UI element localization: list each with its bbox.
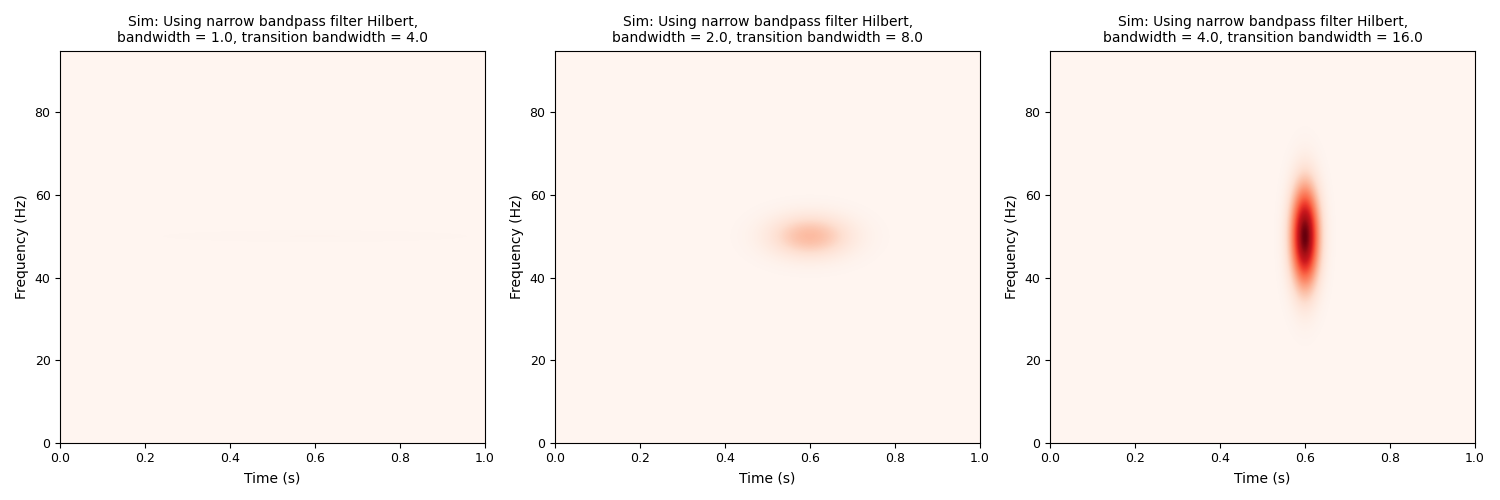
Title: Sim: Using narrow bandpass filter Hilbert,
bandwidth = 2.0, transition bandwidth: Sim: Using narrow bandpass filter Hilber… <box>612 15 922 45</box>
Title: Sim: Using narrow bandpass filter Hilbert,
bandwidth = 1.0, transition bandwidth: Sim: Using narrow bandpass filter Hilber… <box>117 15 427 45</box>
X-axis label: Time (s): Time (s) <box>1234 471 1292 485</box>
X-axis label: Time (s): Time (s) <box>244 471 302 485</box>
Y-axis label: Frequency (Hz): Frequency (Hz) <box>15 194 28 299</box>
Y-axis label: Frequency (Hz): Frequency (Hz) <box>510 194 524 299</box>
X-axis label: Time (s): Time (s) <box>740 471 796 485</box>
Title: Sim: Using narrow bandpass filter Hilbert,
bandwidth = 4.0, transition bandwidth: Sim: Using narrow bandpass filter Hilber… <box>1102 15 1422 45</box>
Y-axis label: Frequency (Hz): Frequency (Hz) <box>1005 194 1019 299</box>
